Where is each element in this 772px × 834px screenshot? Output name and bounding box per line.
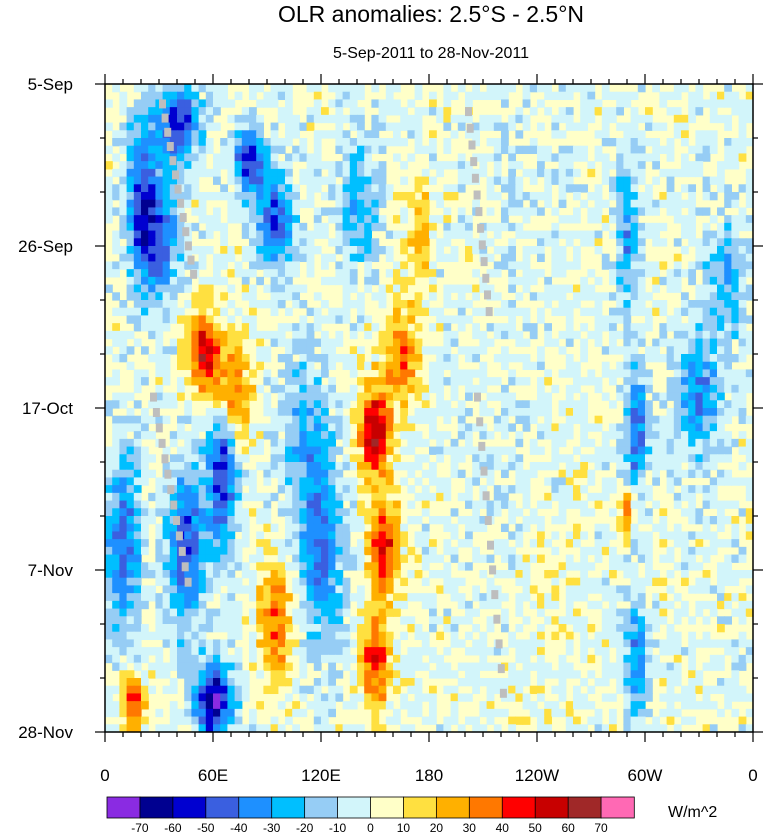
- colorbar-swatch: [139, 796, 174, 819]
- x-tick-label: 60E: [198, 766, 228, 785]
- y-tick-label: 7-Nov: [28, 561, 74, 580]
- colorbar-swatch: [600, 796, 635, 819]
- colorbar-level-label: 40: [496, 821, 510, 834]
- anomaly-field: [105, 84, 754, 733]
- colorbar-swatch: [501, 796, 536, 819]
- colorbar-level-label: 60: [561, 821, 575, 834]
- colorbar-level-label: -30: [263, 821, 281, 834]
- x-tick-label: 60W: [628, 766, 663, 785]
- colorbar-level-label: 30: [463, 821, 477, 834]
- colorbar-level-label: -50: [197, 821, 215, 834]
- colorbar-swatch: [337, 796, 372, 819]
- colorbar-level-label: 70: [594, 821, 608, 834]
- y-axis: 5-Sep 26-Sep 17-Oct 7-Nov 28-Nov: [18, 75, 763, 742]
- chart-title: OLR anomalies: 2.5°S - 2.5°N: [278, 1, 584, 27]
- colorbar-level-label: 10: [397, 821, 411, 834]
- y-tick-label: 5-Sep: [28, 75, 73, 94]
- colorbar-level-label: -10: [329, 821, 347, 834]
- colorbar-swatch: [468, 796, 503, 819]
- x-tick-label: 120W: [515, 766, 559, 785]
- colorbar-level-label: -60: [164, 821, 182, 834]
- x-axis: 0 60E 120E 180 120W 60W 0: [100, 74, 758, 785]
- colorbar-swatch: [172, 796, 207, 819]
- colorbar-swatch: [567, 796, 602, 819]
- colorbar-swatch: [205, 796, 240, 819]
- colorbar-level-label: -70: [131, 821, 149, 834]
- missing-data-patches: [150, 99, 507, 698]
- colorbar-swatch: [435, 796, 471, 819]
- y-tick-label: 26-Sep: [18, 237, 73, 256]
- colorbar-level-label: -20: [296, 821, 314, 834]
- colorbar-units: W/m^2: [668, 804, 717, 821]
- colorbar-swatch: [534, 796, 569, 819]
- chart-subtitle: 5-Sep-2011 to 28-Nov-2011: [333, 45, 529, 62]
- y-tick-label: 28-Nov: [18, 723, 73, 742]
- x-tick-label: 120E: [301, 766, 341, 785]
- colorbar-level-label: 50: [529, 821, 543, 834]
- x-tick-label: 0: [100, 766, 109, 785]
- colorbar-level-label: 0: [367, 821, 374, 834]
- colorbar: -70 -60 -50 -40 -30 -20 -10 0 10 20 30 40 50 60 70: [106, 796, 635, 834]
- colorbar-swatch: [106, 796, 141, 819]
- colorbar-swatch: [238, 796, 273, 819]
- y-tick-label: 17-Oct: [22, 399, 73, 418]
- x-tick-label: 0: [748, 766, 757, 785]
- colorbar-level-label: 20: [430, 821, 444, 834]
- colorbar-swatch: [304, 796, 339, 819]
- x-tick-label: 180: [415, 766, 443, 785]
- colorbar-swatch: [403, 796, 438, 819]
- colorbar-level-label: -40: [230, 821, 248, 834]
- colorbar-swatch: [271, 796, 306, 819]
- colorbar-swatch: [370, 796, 405, 819]
